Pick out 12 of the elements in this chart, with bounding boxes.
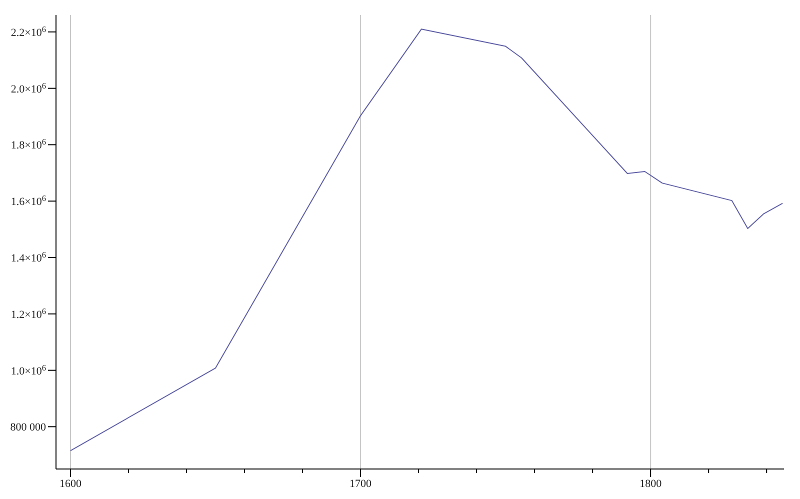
y-tick-label: 1.0×10$^{6}$ (10, 362, 46, 378)
y-tick-label: 1.2×10$^{6}$ (10, 306, 46, 321)
line-series (70, 28, 784, 452)
y-tick-label: 2.2×10$^{6}$ (10, 24, 46, 39)
y-tick-label: 1.4×10$^{6}$ (10, 250, 46, 265)
y-tick-label: 800 000 (10, 422, 46, 434)
y-tick-label: 2.0×10$^{6}$ (10, 80, 46, 96)
x-tick-label: 1700 (350, 478, 372, 490)
x-tick-label: 1600 (60, 478, 82, 490)
y-tick-label: 1.8×10$^{6}$ (10, 137, 46, 152)
y-tick-label: 1.6×10$^{6}$ (10, 194, 46, 208)
x-tick-label: 1800 (640, 478, 662, 490)
